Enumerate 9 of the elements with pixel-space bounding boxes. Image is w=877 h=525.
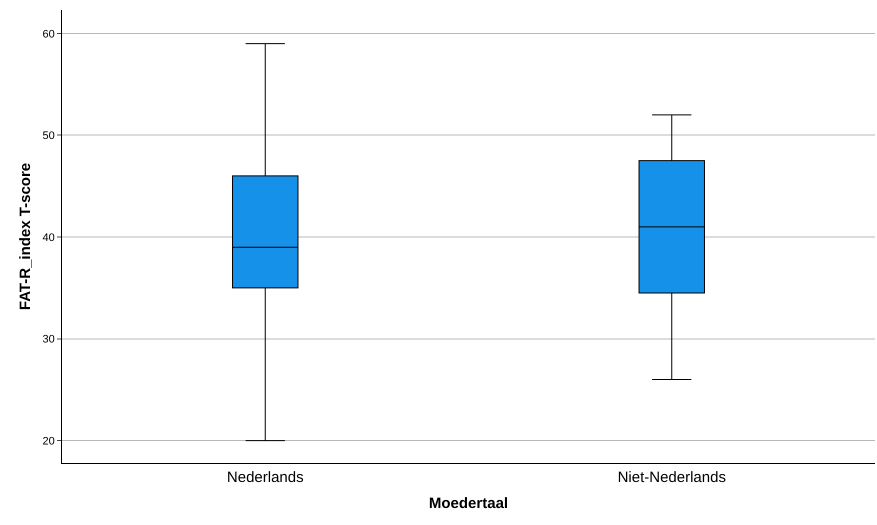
y-tick-label: 30	[42, 334, 55, 346]
y-tick-label: 40	[42, 232, 55, 244]
x-tick-label: Nederlands	[226, 469, 304, 486]
y-tick-label: 50	[42, 130, 55, 142]
y-axis-title: FAT-R_index T-score	[16, 162, 34, 310]
x-axis-title: Moedertaal	[428, 495, 508, 512]
y-tick-label: 20	[42, 435, 55, 448]
x-tick-label: Niet-Nederlands	[618, 469, 726, 486]
y-tick-label: 60	[42, 28, 55, 40]
